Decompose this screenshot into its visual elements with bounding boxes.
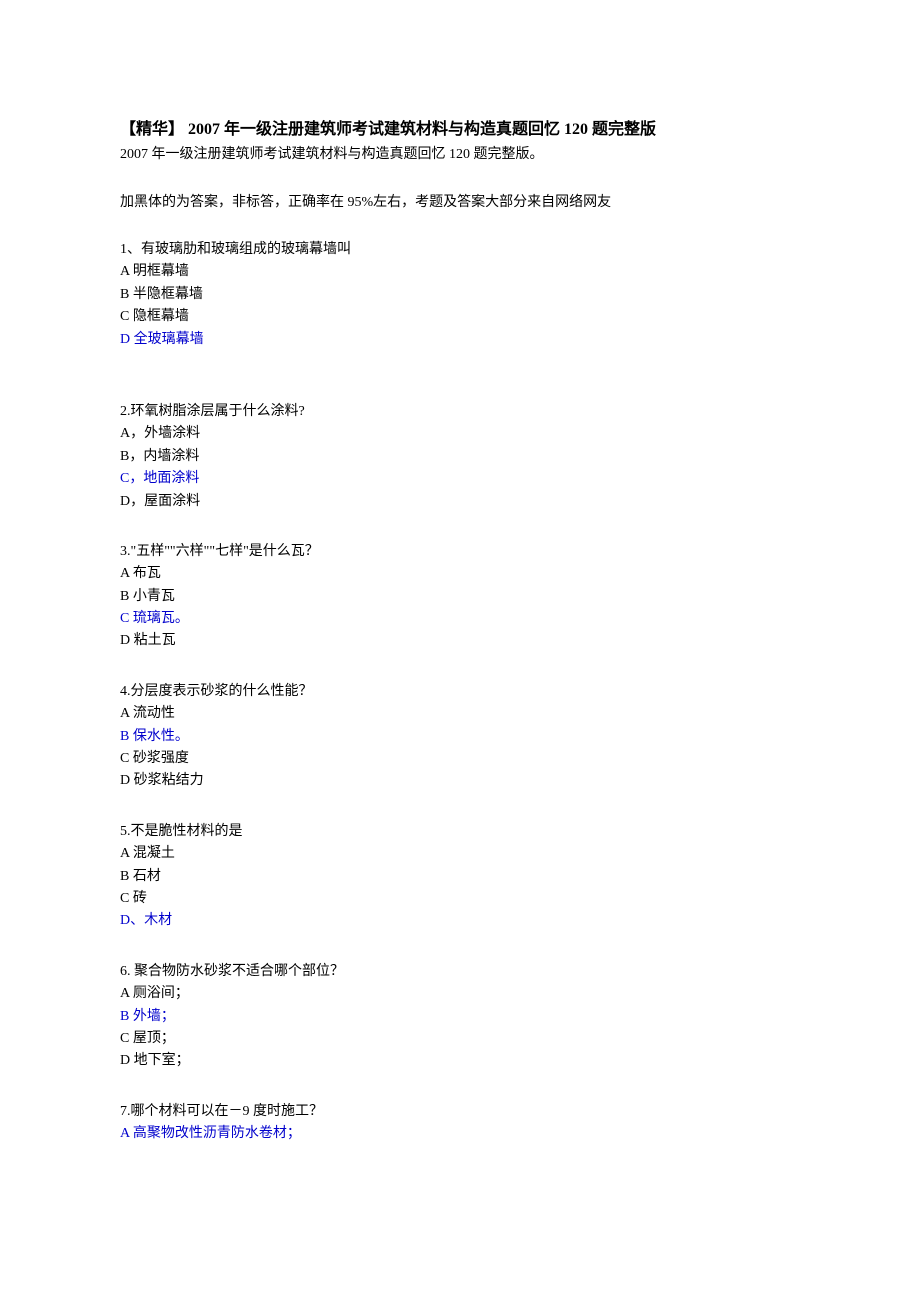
- question: 7.哪个材料可以在－9 度时施工？A 高聚物改性沥青防水卷材；: [120, 1101, 800, 1146]
- question-text: 1、有玻璃肋和玻璃组成的玻璃幕墙叫: [120, 239, 800, 261]
- question-text: 4.分层度表示砂浆的什么性能？: [120, 681, 800, 703]
- question-option: C 砂浆强度: [120, 748, 800, 770]
- question-option: B 保水性。: [120, 726, 800, 748]
- question-option: C 琉璃瓦。: [120, 608, 800, 630]
- question-option: D、木材: [120, 910, 800, 932]
- question-option: D，屋面涂料: [120, 491, 800, 513]
- question-option: A 流动性: [120, 703, 800, 725]
- question-option: A 明框幕墙: [120, 261, 800, 283]
- document-subtitle: 2007 年一级注册建筑师考试建筑材料与构造真题回忆 120 题完整版。: [120, 143, 800, 163]
- question: 2.环氧树脂涂层属于什么涂料?A，外墙涂料B，内墙涂料C，地面涂料D，屋面涂料: [120, 401, 800, 513]
- question-option: B，内墙涂料: [120, 446, 800, 468]
- question-text: 3."五样""六样""七样"是什么瓦？: [120, 541, 800, 563]
- question-option: D 砂浆粘结力: [120, 770, 800, 792]
- question-option: A 混凝土: [120, 843, 800, 865]
- question-text: 5.不是脆性材料的是: [120, 821, 800, 843]
- question-option: A 厕浴间；: [120, 983, 800, 1005]
- question-option: A 高聚物改性沥青防水卷材；: [120, 1123, 800, 1145]
- question-option: D 粘土瓦: [120, 630, 800, 652]
- question-text: 6. 聚合物防水砂浆不适合哪个部位？: [120, 961, 800, 983]
- question: 4.分层度表示砂浆的什么性能？A 流动性B 保水性。C 砂浆强度D 砂浆粘结力: [120, 681, 800, 793]
- question: 5.不是脆性材料的是A 混凝土B 石材C 砖D、木材: [120, 821, 800, 933]
- question: 6. 聚合物防水砂浆不适合哪个部位？A 厕浴间；B 外墙；C 屋顶；D 地下室；: [120, 961, 800, 1073]
- question-option: B 石材: [120, 866, 800, 888]
- questions-container: 1、有玻璃肋和玻璃组成的玻璃幕墙叫A 明框幕墙B 半隐框幕墙C 隐框幕墙D 全玻…: [120, 239, 800, 1146]
- question-text: 2.环氧树脂涂层属于什么涂料?: [120, 401, 800, 423]
- question-option: B 外墙；: [120, 1006, 800, 1028]
- question: 1、有玻璃肋和玻璃组成的玻璃幕墙叫A 明框幕墙B 半隐框幕墙C 隐框幕墙D 全玻…: [120, 239, 800, 351]
- document-note: 加黑体的为答案，非标答，正确率在 95%左右，考题及答案大部分来自网络网友: [120, 191, 800, 211]
- question-option: D 地下室；: [120, 1050, 800, 1072]
- question-option: B 半隐框幕墙: [120, 284, 800, 306]
- document-title: 【精华】 2007 年一级注册建筑师考试建筑材料与构造真题回忆 120 题完整版: [120, 115, 800, 139]
- question-option: D 全玻璃幕墙: [120, 329, 800, 351]
- question-option: C 砖: [120, 888, 800, 910]
- question-option: A，外墙涂料: [120, 423, 800, 445]
- question-text: 7.哪个材料可以在－9 度时施工？: [120, 1101, 800, 1123]
- question-option: C 隐框幕墙: [120, 306, 800, 328]
- question: 3."五样""六样""七样"是什么瓦？A 布瓦B 小青瓦C 琉璃瓦。D 粘土瓦: [120, 541, 800, 653]
- question-option: A 布瓦: [120, 563, 800, 585]
- question-option: B 小青瓦: [120, 586, 800, 608]
- question-option: C 屋顶；: [120, 1028, 800, 1050]
- question-option: C，地面涂料: [120, 468, 800, 490]
